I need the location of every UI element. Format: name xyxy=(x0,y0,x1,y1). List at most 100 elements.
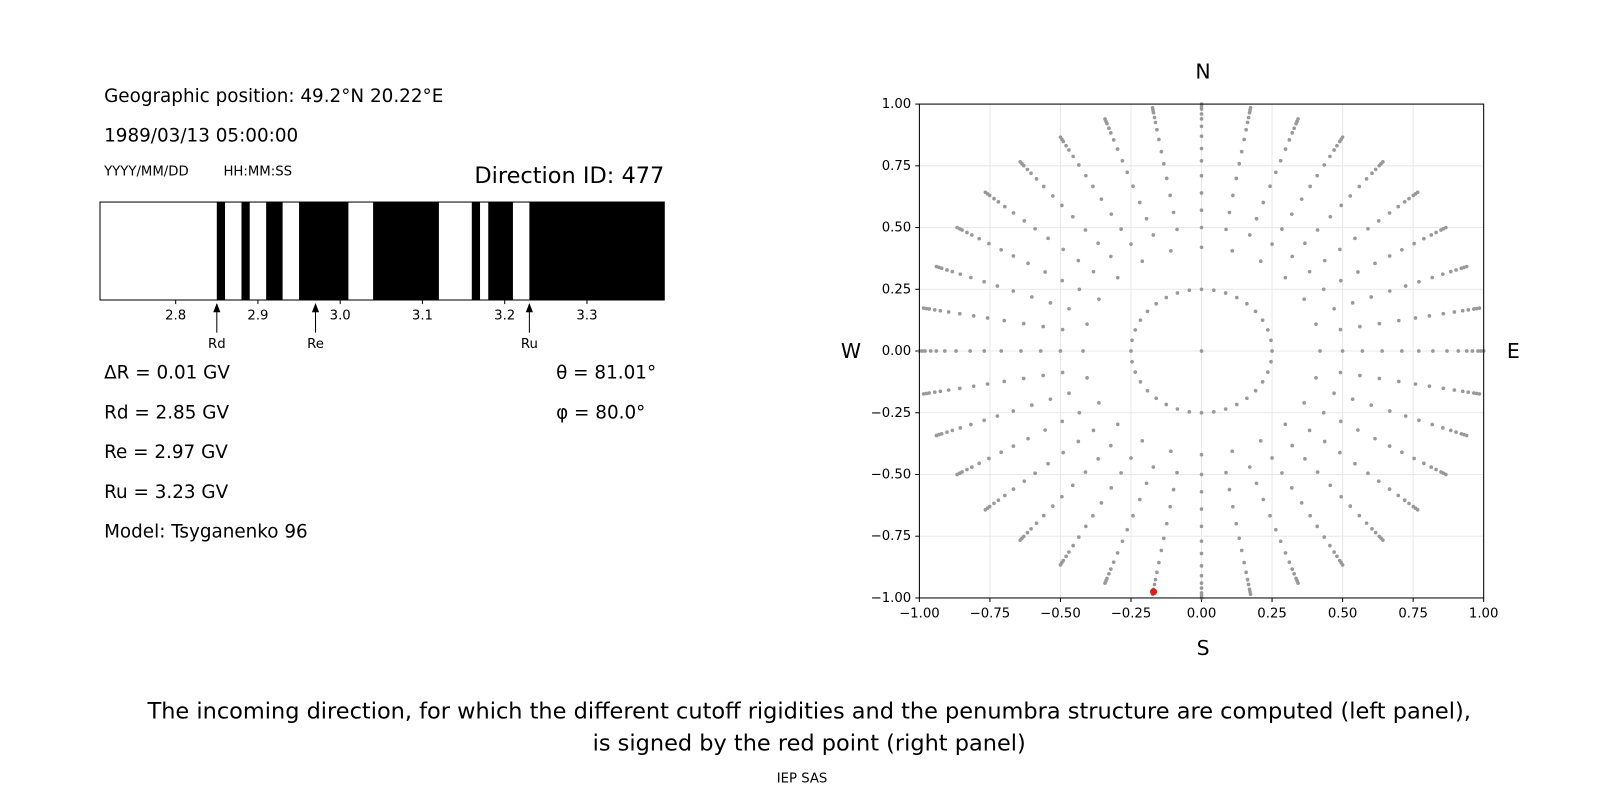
direction-point xyxy=(1332,148,1336,152)
time-format: HH:MM:SS xyxy=(223,164,292,179)
direction-point xyxy=(1454,430,1458,434)
direction-point xyxy=(1412,241,1416,246)
y-tick-label: −0.75 xyxy=(871,529,912,544)
direction-point xyxy=(1247,233,1252,237)
direction-point xyxy=(1387,487,1392,491)
direction-point xyxy=(999,450,1004,455)
direction-point xyxy=(1083,228,1088,232)
direction-point xyxy=(1011,289,1016,293)
direction-point xyxy=(1199,124,1204,129)
direction-point xyxy=(1376,219,1381,223)
direction-point xyxy=(1103,117,1107,121)
direction-point xyxy=(1034,521,1039,525)
direction-point xyxy=(1340,135,1345,140)
direction-point xyxy=(1138,318,1143,322)
direction-point xyxy=(1290,131,1295,135)
direction-point xyxy=(1097,401,1101,405)
direction-point xyxy=(1296,117,1300,121)
direction-point xyxy=(1223,291,1228,295)
direction-point xyxy=(1338,247,1342,252)
direction-point xyxy=(1199,489,1204,494)
direction-point xyxy=(1140,439,1145,443)
direction-point xyxy=(1246,115,1251,120)
direction-point xyxy=(1396,379,1401,384)
direction-point xyxy=(923,349,927,353)
direction-point xyxy=(1234,176,1239,181)
y-tick-label: −0.50 xyxy=(871,467,912,482)
direction-point xyxy=(1199,452,1204,457)
direction-point xyxy=(1155,570,1159,575)
direction-point xyxy=(1357,184,1362,189)
annotation: ΔR = 0.01 GV xyxy=(104,362,230,383)
direction-point xyxy=(1370,526,1374,531)
direction-point xyxy=(1071,154,1075,159)
direction-point xyxy=(1339,203,1344,208)
direction-point xyxy=(1041,373,1045,378)
direction-point xyxy=(1308,184,1312,189)
direction-point xyxy=(965,230,969,235)
direction-point xyxy=(1466,308,1471,312)
marker-arrow-head xyxy=(213,303,221,313)
direction-point xyxy=(1159,548,1164,553)
compass-label: W xyxy=(841,339,861,363)
direction-point xyxy=(1246,582,1251,587)
direction-point xyxy=(1477,392,1482,396)
direction-point xyxy=(1373,530,1378,535)
direction-point xyxy=(1322,163,1327,167)
forbidden-band xyxy=(216,202,226,300)
direction-point xyxy=(1230,249,1235,253)
direction-point xyxy=(1400,349,1404,353)
direction-point xyxy=(1270,242,1274,246)
direction-point xyxy=(1380,349,1384,353)
direction-point xyxy=(1077,410,1082,415)
direction-point xyxy=(1168,193,1173,198)
direction-point xyxy=(983,507,988,512)
direction-point xyxy=(1199,287,1204,292)
direction-point xyxy=(934,264,939,269)
direction-point xyxy=(965,467,969,472)
direction-point xyxy=(1307,428,1312,433)
direction-point xyxy=(1429,233,1434,237)
direction-point xyxy=(1175,291,1180,295)
direction-point xyxy=(1332,306,1336,311)
direction-point xyxy=(1261,497,1266,502)
direction-point xyxy=(1021,376,1026,381)
direction-point xyxy=(1030,403,1034,407)
direction-point xyxy=(1322,439,1327,444)
direction-point xyxy=(1328,483,1333,488)
direction-point xyxy=(1131,513,1135,518)
direction-point xyxy=(1402,199,1407,204)
direction-point xyxy=(1370,171,1374,176)
direction-point xyxy=(1335,554,1339,559)
direction-point xyxy=(1199,208,1204,213)
direction-point xyxy=(1376,479,1381,484)
direction-point xyxy=(1366,471,1370,476)
direction-point xyxy=(1289,212,1294,216)
direction-point xyxy=(1145,388,1150,393)
direction-point xyxy=(1154,396,1159,401)
direction-point xyxy=(1115,422,1120,427)
direction-point xyxy=(1429,465,1434,469)
forbidden-band xyxy=(266,202,283,300)
direction-point xyxy=(977,461,982,466)
direction-point xyxy=(1041,184,1046,189)
marker-label: Ru xyxy=(521,337,538,352)
direction-point xyxy=(1138,380,1143,384)
direction-point xyxy=(1364,521,1369,525)
direction-point xyxy=(1187,409,1192,414)
direction-point xyxy=(1381,160,1385,164)
direction-point xyxy=(1454,268,1458,272)
direction-point xyxy=(1448,269,1453,274)
direction-point xyxy=(1011,444,1016,448)
direction-point xyxy=(934,349,939,353)
direction-point xyxy=(1357,513,1362,518)
compass-label: S xyxy=(1197,636,1210,660)
direction-point xyxy=(1332,550,1336,554)
direction-point xyxy=(1155,127,1159,132)
direction-point xyxy=(1303,457,1307,461)
direction-point xyxy=(1060,419,1065,424)
direction-point xyxy=(1356,428,1360,432)
direction-point xyxy=(1109,486,1114,490)
direction-point xyxy=(1002,379,1007,384)
